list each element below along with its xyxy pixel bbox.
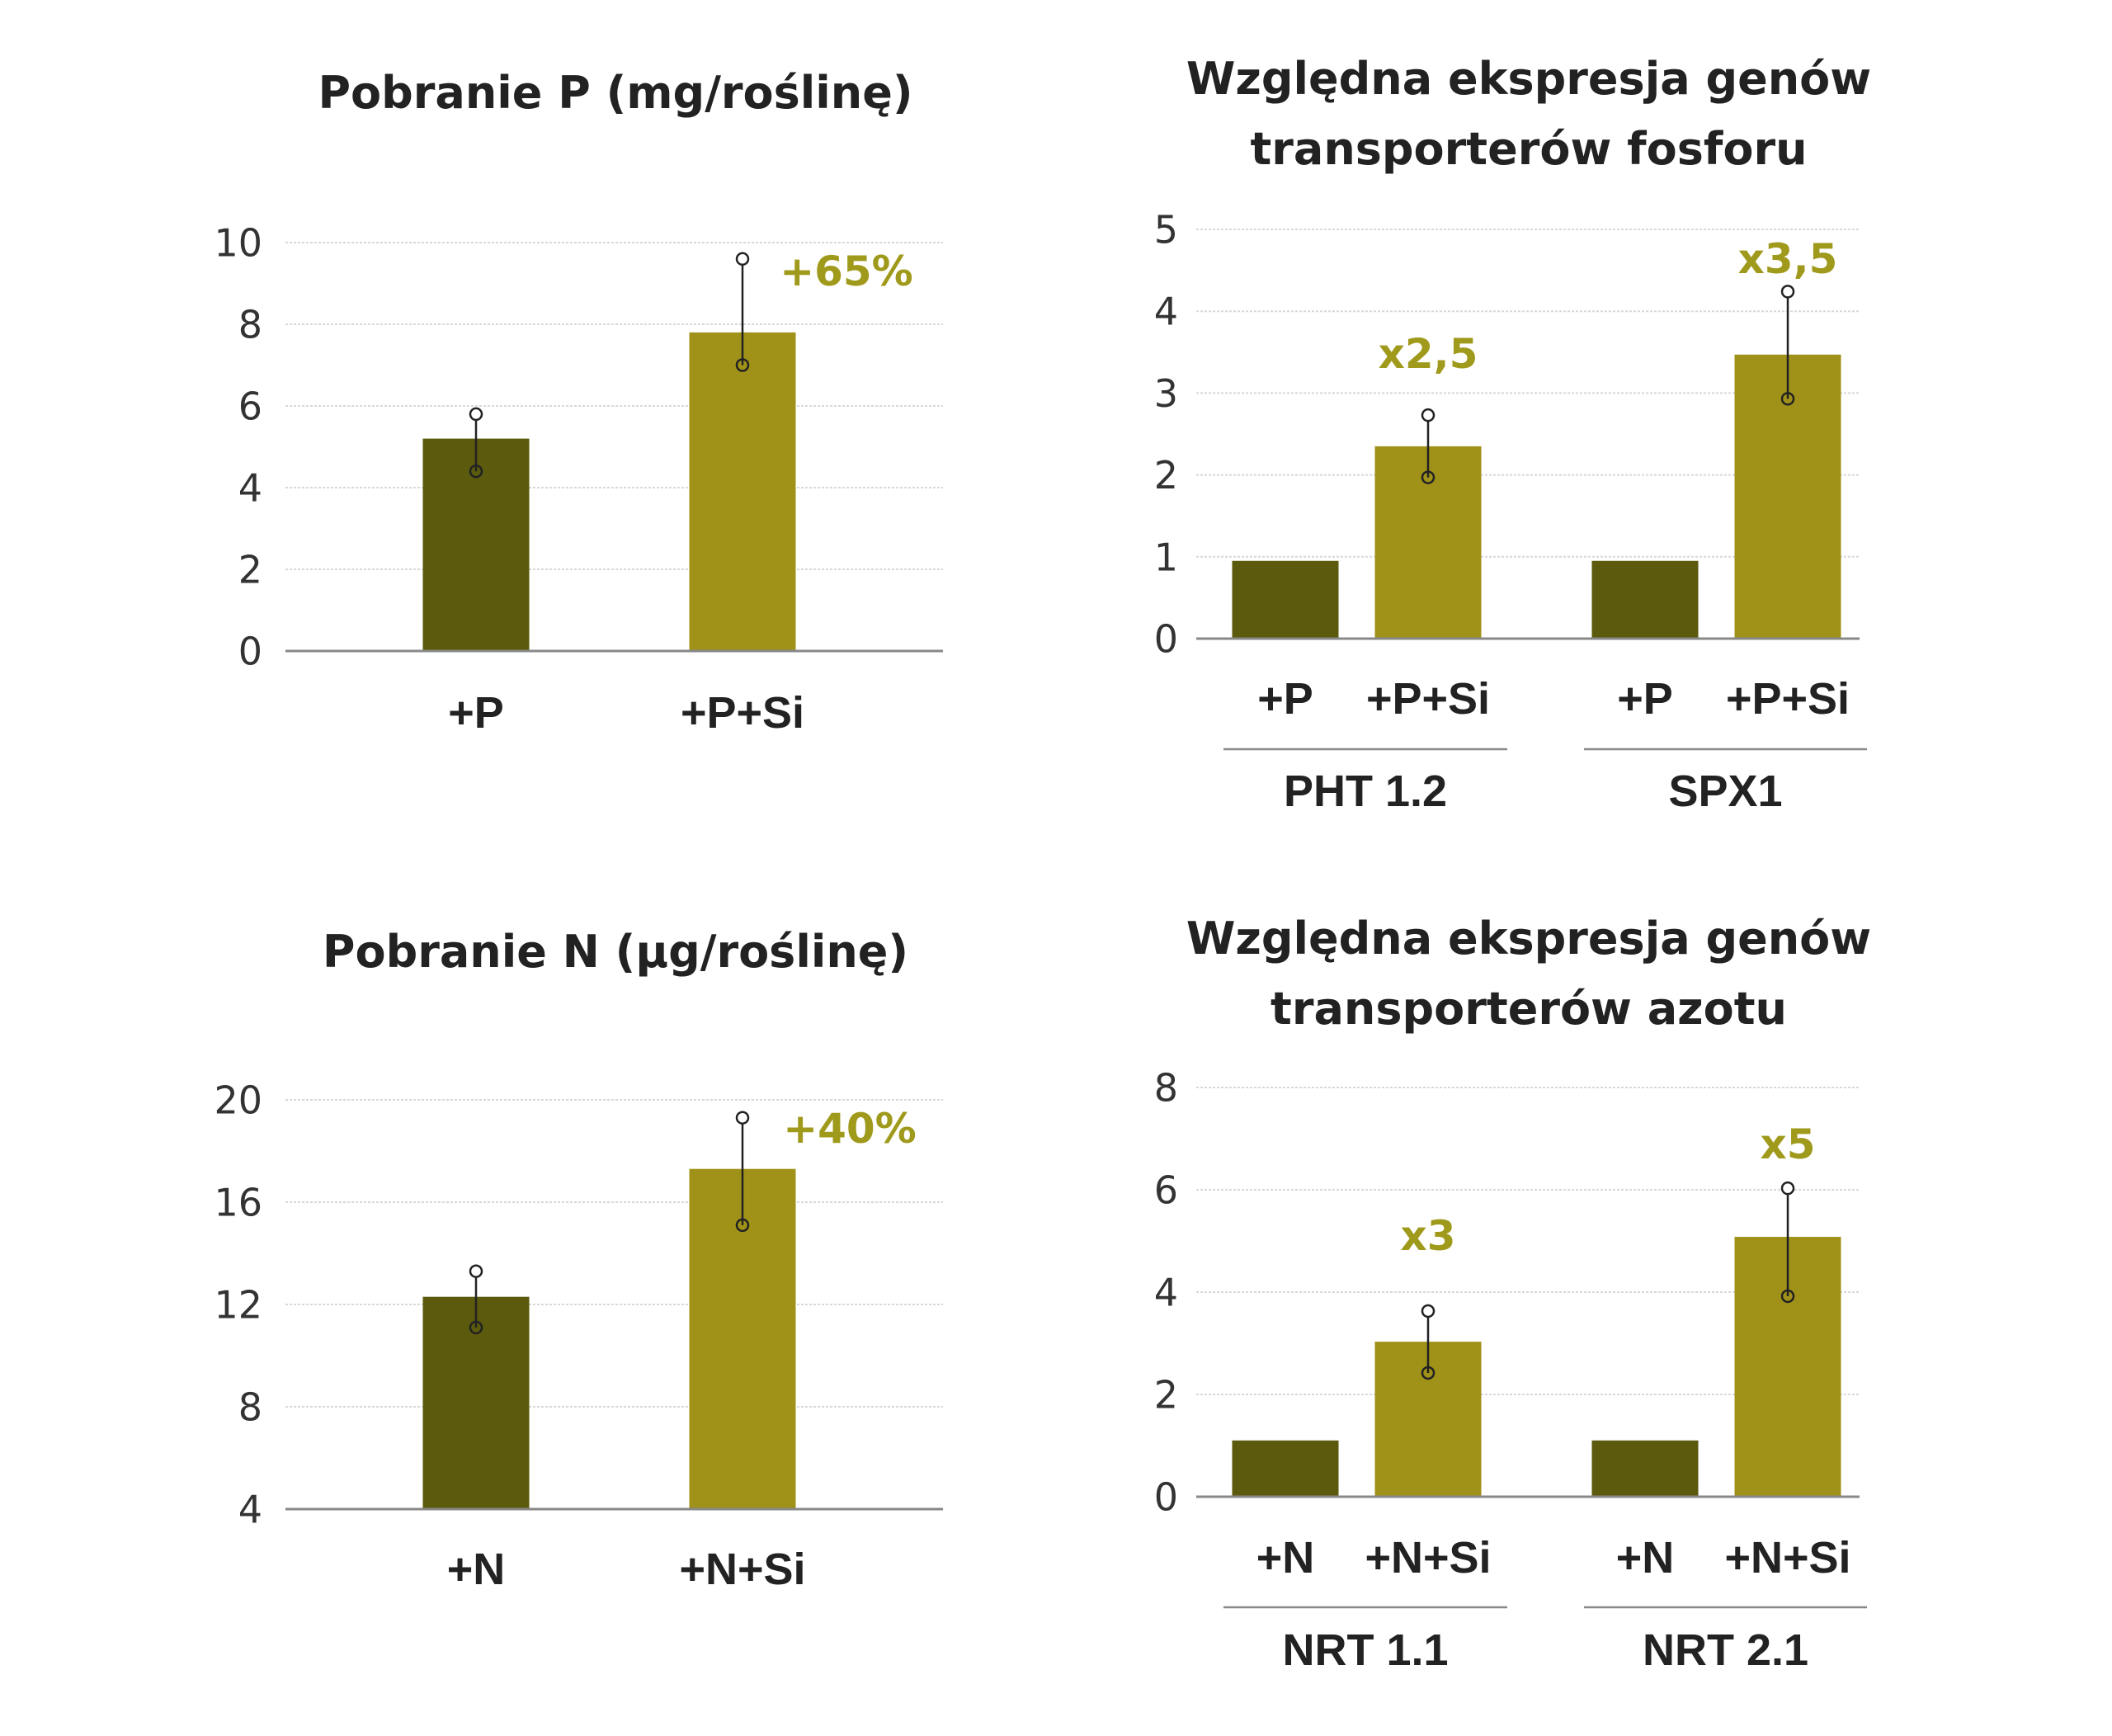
bar-control [422,1296,530,1509]
error-cap-low [1421,470,1436,484]
x-category-label: +P [1257,674,1313,724]
x-category-label: +N+Si [1724,1533,1850,1583]
chart-title: Względna ekspresja genów [1186,913,1871,965]
change-annotation: +40% [783,1105,917,1153]
change-annotation: x3 [1400,1212,1455,1260]
y-tick-label: 5 [1154,208,1178,252]
error-cap-low [469,464,483,479]
change-annotation: x3,5 [1738,235,1838,283]
error-cap-high [1421,1304,1436,1319]
x-category-label: +N+Si [1365,1533,1491,1583]
error-cap-high [469,1264,483,1278]
y-tick-label: 0 [238,630,262,674]
gene-group-label: NRT 2.1 [1643,1625,1808,1675]
x-category-label: +P+Si [1366,674,1490,724]
bar-control [1232,560,1339,639]
y-tick-label: 12 [214,1283,262,1328]
change-annotation: x2,5 [1379,330,1478,378]
chart-title: transporterów azotu [1270,983,1787,1035]
y-tick-label: 8 [238,1385,262,1430]
y-tick-label: 10 [214,221,262,266]
y-tick-label: 6 [1154,1168,1178,1213]
bar-treated [1374,446,1482,639]
chart-title: Względna ekspresja genów [1186,53,1871,105]
y-tick-label: 2 [1154,1373,1178,1418]
chart-panel-3: Pobranie N (µg/roślinę) 4 8 12 16 20 +N +N+Si +4… [214,926,943,1594]
chart-title: transporterów fosforu [1250,123,1807,175]
y-tick-label: 4 [1154,290,1178,334]
x-category-label: +P [448,688,504,738]
chart-panel-1: Pobranie P (mg/roślinę) 0 2 4 6 8 10 +P +P+Si +65… [214,67,943,738]
error-cap-low [1421,1366,1436,1380]
x-category-label: +P+Si [1726,674,1850,724]
chart-title: Pobranie N (µg/roślinę) [323,926,908,978]
y-tick-label: 0 [1154,1475,1178,1520]
y-tick-label: 0 [1154,617,1178,662]
bar-treated [689,332,796,651]
change-annotation: x5 [1760,1120,1815,1168]
x-category-label: +N [1616,1533,1675,1583]
y-tick-label: 6 [238,384,262,429]
y-tick-label: 2 [1154,453,1178,498]
bar-control [1232,1440,1339,1497]
y-tick-label: 4 [1154,1271,1178,1315]
bar-treated [689,1168,796,1509]
y-tick-label: 2 [238,548,262,592]
chart-panel-4: Względna ekspresja genów transporterów az… [1154,913,1871,1675]
y-tick-label: 8 [238,303,262,347]
error-cap-high [735,1111,750,1125]
y-tick-label: 4 [238,1488,262,1532]
x-category-label: +N+Si [679,1545,805,1594]
bar-control [422,438,530,651]
y-tick-label: 16 [214,1181,262,1225]
error-cap-low [1780,392,1795,406]
y-tick-label: 4 [238,466,262,511]
bar-control [1591,560,1699,639]
y-tick-label: 8 [1154,1066,1178,1111]
x-category-label: +P [1617,674,1673,724]
chart-title: Pobranie P (mg/roślinę) [318,67,912,119]
chart-panel-2: Względna ekspresja genów transporterów fo… [1154,53,1871,816]
x-category-label: +N [447,1545,506,1594]
gene-group-label: SPX1 [1668,767,1782,816]
error-cap-low [735,1218,750,1233]
y-tick-label: 3 [1154,371,1178,416]
error-cap-high [469,407,483,422]
error-cap-high [735,252,750,267]
gene-group-label: PHT 1.2 [1284,767,1447,816]
error-cap-high [1421,408,1436,422]
y-tick-label: 1 [1154,535,1178,579]
error-cap-high [1780,1181,1795,1196]
bar-treated [1734,354,1841,639]
x-category-label: +P+Si [681,688,804,738]
error-cap-low [735,358,750,372]
change-annotation: +65% [780,248,913,295]
gene-group-label: NRT 1.1 [1282,1625,1448,1675]
error-cap-low [1780,1289,1795,1304]
x-category-label: +N [1256,1533,1315,1583]
y-tick-label: 20 [214,1078,262,1123]
error-cap-low [469,1320,483,1335]
bar-control [1591,1440,1699,1497]
error-cap-high [1780,285,1795,299]
